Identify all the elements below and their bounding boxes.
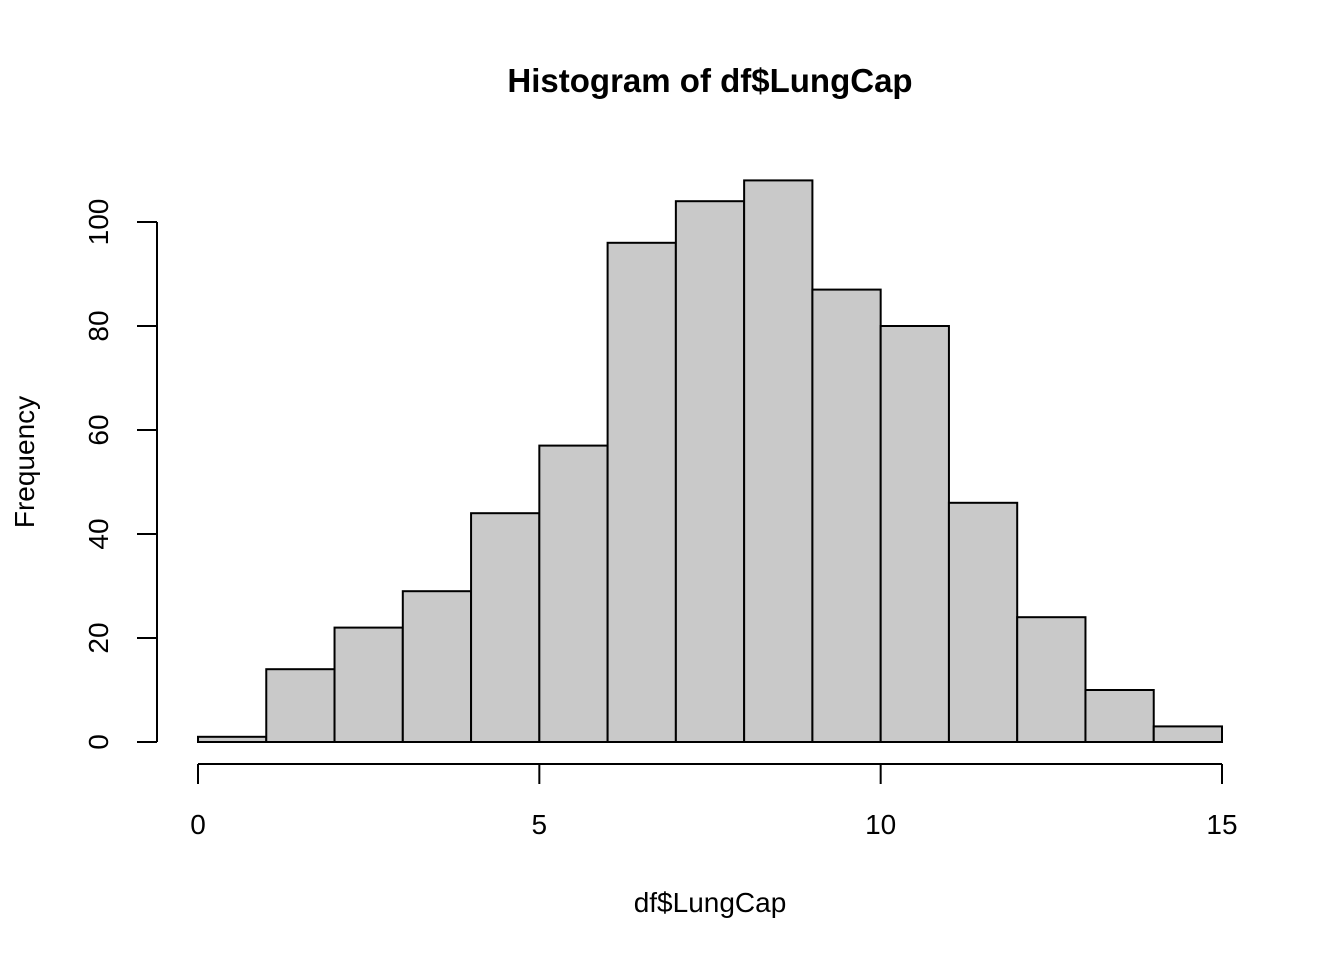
y-tick-label: 0 (83, 734, 114, 750)
histogram-bar (265, 668, 336, 744)
chart-title: Histogram of df$LungCap (507, 62, 912, 99)
x-axis-label: df$LungCap (634, 887, 787, 918)
histogram-bar (401, 590, 473, 744)
histogram-bar (1016, 616, 1087, 744)
y-tick-label: 40 (83, 518, 114, 549)
histogram-bar (743, 179, 814, 743)
y-axis-label: Frequency (9, 396, 40, 528)
x-tick-label: 10 (865, 809, 896, 840)
histogram-bar (333, 626, 404, 743)
bars-group (197, 179, 1223, 744)
y-axis: 0 20 40 60 80 100 (83, 199, 158, 750)
histogram-bar (470, 512, 541, 744)
y-tick-label: 60 (83, 414, 114, 445)
y-tick-label: 100 (83, 199, 114, 246)
histogram-bar (538, 444, 609, 743)
histogram-bar (1084, 689, 1155, 743)
x-axis: 0 5 10 15 (190, 763, 1238, 840)
x-tick-label: 0 (190, 809, 206, 840)
histogram-bar (879, 325, 950, 743)
y-tick-label: 80 (83, 310, 114, 341)
x-tick-label: 15 (1206, 809, 1237, 840)
x-tick-label: 5 (532, 809, 548, 840)
histogram-bar (197, 735, 268, 743)
y-tick-label: 20 (83, 622, 114, 653)
histogram-bar (811, 288, 882, 743)
histogram-bar (606, 241, 677, 744)
histogram-bar (674, 200, 746, 743)
histogram-bar (947, 501, 1019, 743)
histogram-bar (1152, 725, 1223, 744)
